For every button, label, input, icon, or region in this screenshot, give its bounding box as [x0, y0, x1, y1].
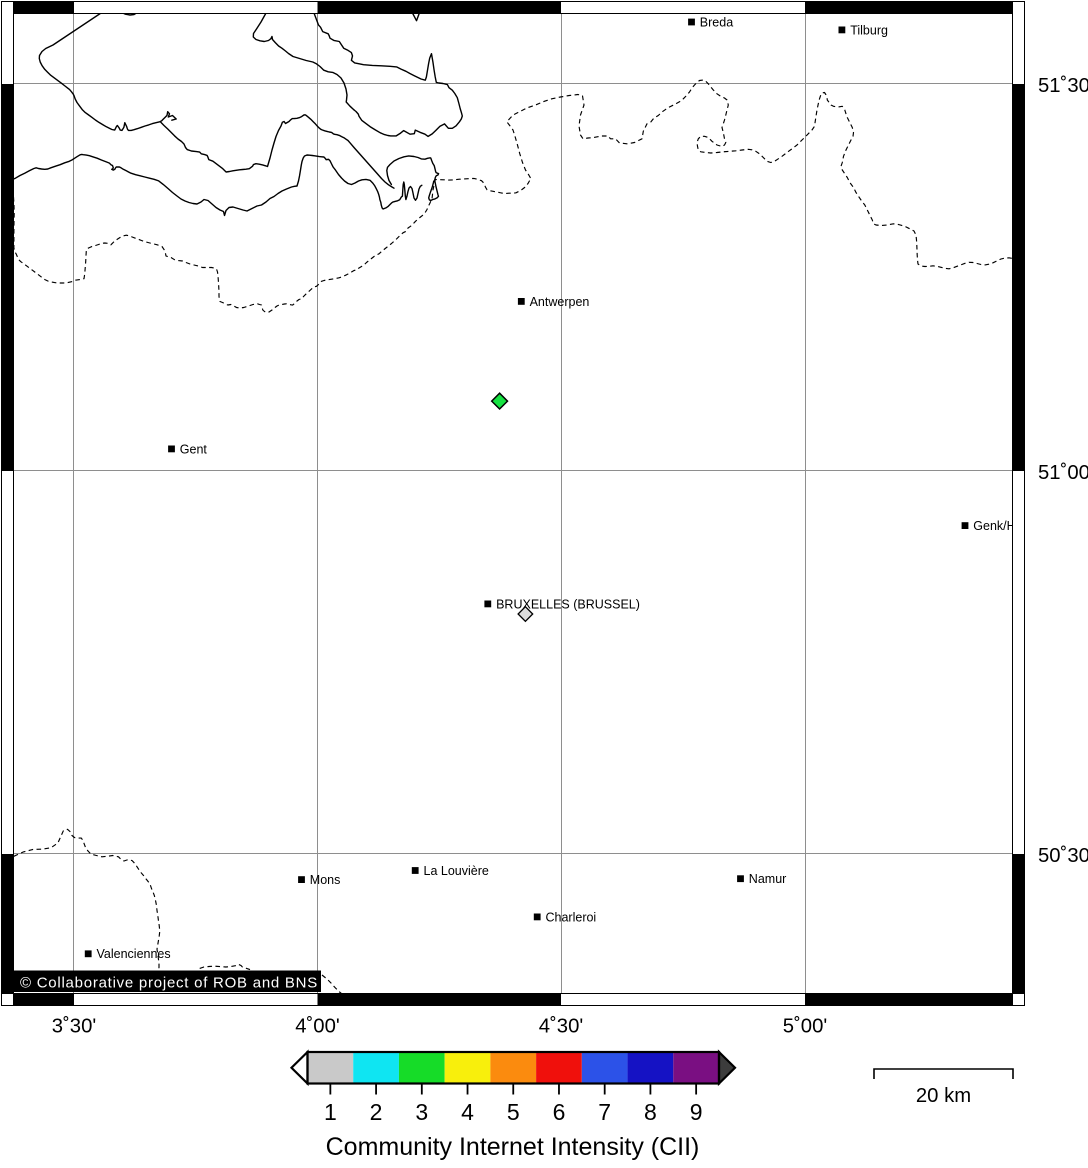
- svg-text:5˚00': 5˚00': [783, 1016, 827, 1038]
- svg-text:4˚30': 4˚30': [539, 1016, 583, 1038]
- svg-text:Charleroi: Charleroi: [546, 910, 597, 924]
- svg-text:3: 3: [415, 1099, 428, 1125]
- svg-text:6: 6: [553, 1099, 566, 1125]
- svg-text:7: 7: [598, 1099, 611, 1125]
- svg-text:Namur: Namur: [749, 872, 787, 886]
- svg-text:4: 4: [461, 1099, 474, 1125]
- svg-text:2: 2: [370, 1099, 383, 1125]
- svg-text:51˚00': 51˚00': [1038, 462, 1088, 484]
- svg-text:Community Internet Intensity (: Community Internet Intensity (CII): [326, 1133, 700, 1161]
- svg-text:1: 1: [324, 1099, 337, 1125]
- svg-text:© Collaborative project of ROB: © Collaborative project of ROB and BNS: [20, 975, 318, 992]
- svg-text:Antwerpen: Antwerpen: [530, 295, 590, 309]
- svg-text:50˚30': 50˚30': [1038, 845, 1088, 867]
- svg-text:Mons: Mons: [310, 873, 341, 887]
- svg-text:La Louvière: La Louvière: [424, 864, 489, 878]
- svg-text:Genk/H: Genk/H: [973, 519, 1015, 533]
- svg-text:4˚00': 4˚00': [295, 1016, 339, 1038]
- svg-text:BRUXELLES (BRUSSEL): BRUXELLES (BRUSSEL): [496, 597, 640, 611]
- svg-text:Tilburg: Tilburg: [850, 23, 888, 37]
- svg-text:8: 8: [644, 1099, 657, 1125]
- svg-text:5: 5: [507, 1099, 520, 1125]
- svg-text:Gent: Gent: [180, 442, 208, 456]
- svg-text:51˚30': 51˚30': [1038, 75, 1088, 97]
- svg-text:9: 9: [690, 1099, 703, 1125]
- svg-text:Valenciennes: Valenciennes: [97, 947, 171, 961]
- svg-text:Breda: Breda: [700, 15, 733, 29]
- svg-text:20 km: 20 km: [916, 1085, 971, 1107]
- svg-text:3˚30': 3˚30': [52, 1016, 96, 1038]
